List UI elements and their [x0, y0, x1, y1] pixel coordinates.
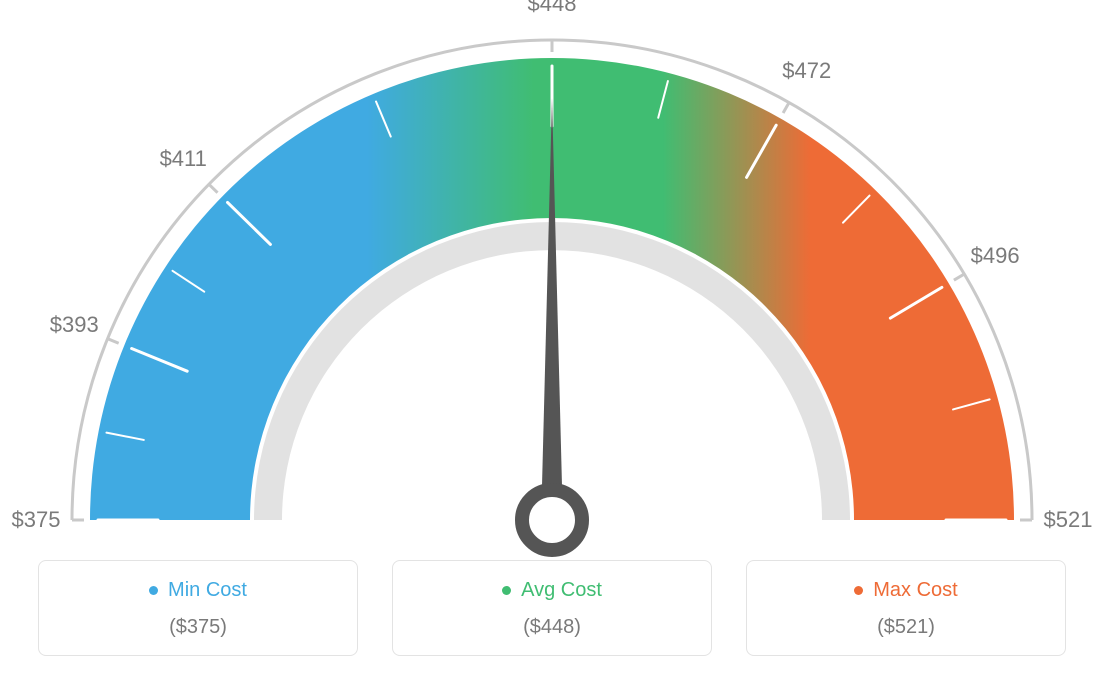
- gauge-tick-label: $375: [12, 507, 61, 533]
- legend-dot-min: [149, 586, 158, 595]
- gauge-tick-label: $472: [782, 58, 831, 84]
- gauge-tick-label: $393: [50, 312, 99, 338]
- legend-title-max: Max Cost: [854, 579, 957, 602]
- gauge-svg: [0, 0, 1104, 560]
- gauge-outer-tick: [108, 339, 119, 344]
- gauge-tick-label: $496: [971, 243, 1020, 269]
- gauge-outer-tick: [954, 274, 964, 280]
- gauge-outer-tick: [209, 184, 218, 192]
- legend-value-min: ($375): [39, 616, 357, 639]
- legend-value-avg: ($448): [393, 616, 711, 639]
- legend-title-min: Min Cost: [149, 579, 247, 602]
- legend-card-avg: Avg Cost ($448): [392, 560, 712, 656]
- legend-label-max: Max Cost: [873, 579, 957, 602]
- gauge-outer-tick: [783, 103, 789, 113]
- cost-gauge: $375 $393 $411 $448 $472 $496 $521: [0, 0, 1104, 560]
- gauge-tick-label: $521: [1044, 507, 1093, 533]
- gauge-tick-label: $448: [528, 0, 577, 17]
- gauge-needle-hub: [522, 490, 582, 550]
- legend-label-min: Min Cost: [168, 579, 247, 602]
- legend-label-avg: Avg Cost: [521, 579, 602, 602]
- gauge-tick-label: $411: [160, 146, 207, 172]
- legend-row: Min Cost ($375) Avg Cost ($448) Max Cost…: [0, 560, 1104, 656]
- legend-card-max: Max Cost ($521): [746, 560, 1066, 656]
- legend-dot-avg: [502, 586, 511, 595]
- legend-dot-max: [854, 586, 863, 595]
- legend-card-min: Min Cost ($375): [38, 560, 358, 656]
- legend-title-avg: Avg Cost: [502, 579, 602, 602]
- legend-value-max: ($521): [747, 616, 1065, 639]
